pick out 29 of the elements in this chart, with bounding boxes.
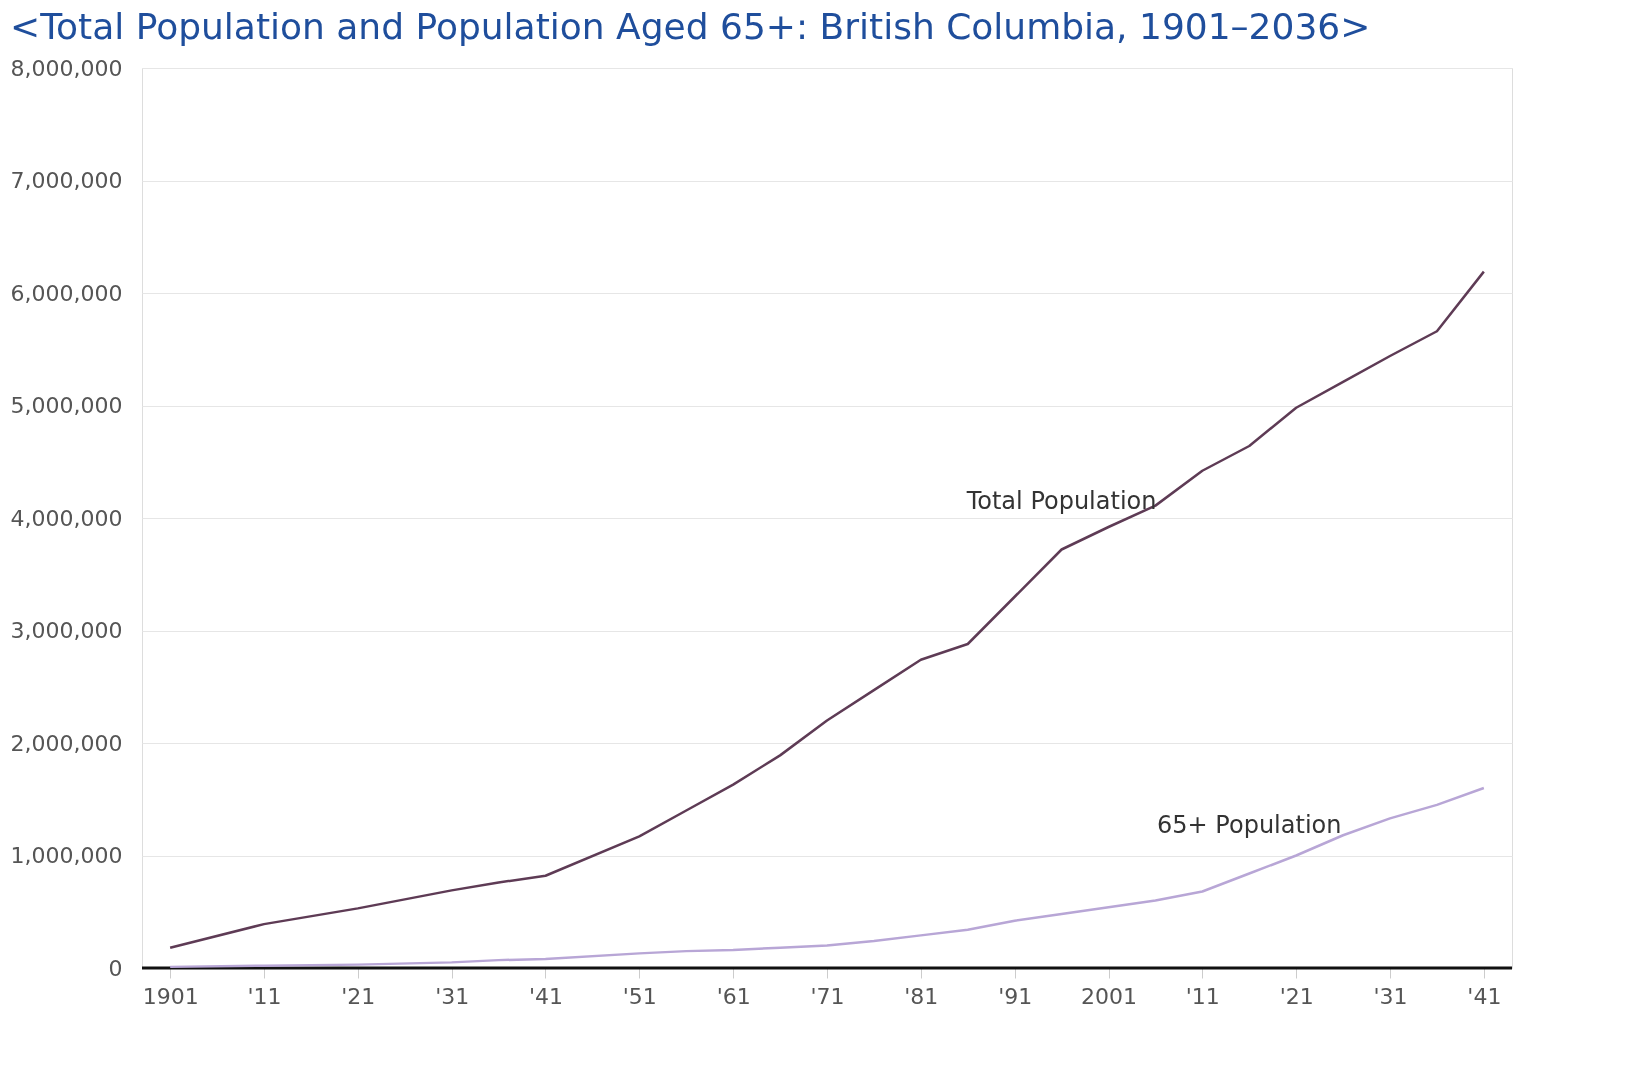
x-tick-label: '41 <box>1467 983 1502 1009</box>
y-tick-label: 2,000,000 <box>10 730 123 756</box>
y-tick-label: 3,000,000 <box>10 618 123 643</box>
y-tick-label: 7,000,000 <box>10 168 123 193</box>
y-tick-label: 6,000,000 <box>10 280 123 306</box>
series-label: Total Population <box>965 486 1157 515</box>
y-tick-label: 5,000,000 <box>10 393 123 418</box>
x-tick-label: '51 <box>622 983 657 1009</box>
y-tick-label: 0 <box>108 955 123 981</box>
y-tick-label: 8,000,000 <box>10 55 123 81</box>
x-tick-label: 2001 <box>1081 983 1138 1009</box>
chart-title: <Total Population and Population Aged 65+: British Columbia, 1901–2036> <box>10 6 1371 47</box>
x-tick-label: '31 <box>435 983 470 1009</box>
x-tick-label: '11 <box>1185 983 1220 1009</box>
x-tick-label: '11 <box>247 983 282 1009</box>
line-series <box>168 270 1486 949</box>
y-tick-label: 4,000,000 <box>10 505 123 531</box>
x-tick-label: '81 <box>904 983 939 1009</box>
series-label: 65+ Population <box>1157 810 1342 839</box>
line-series <box>168 786 1486 969</box>
x-tick-label: '41 <box>528 983 564 1009</box>
x-tick-label: '91 <box>998 983 1033 1009</box>
x-tick-label: '21 <box>1279 983 1314 1009</box>
x-tick-label: '61 <box>716 983 751 1009</box>
x-tick-label: 1901 <box>142 983 199 1009</box>
x-tick-label: '71 <box>810 983 845 1009</box>
y-tick-label: 1,000,000 <box>10 843 123 868</box>
x-tick-label: '21 <box>341 983 376 1009</box>
x-tick-label: '31 <box>1373 983 1408 1009</box>
